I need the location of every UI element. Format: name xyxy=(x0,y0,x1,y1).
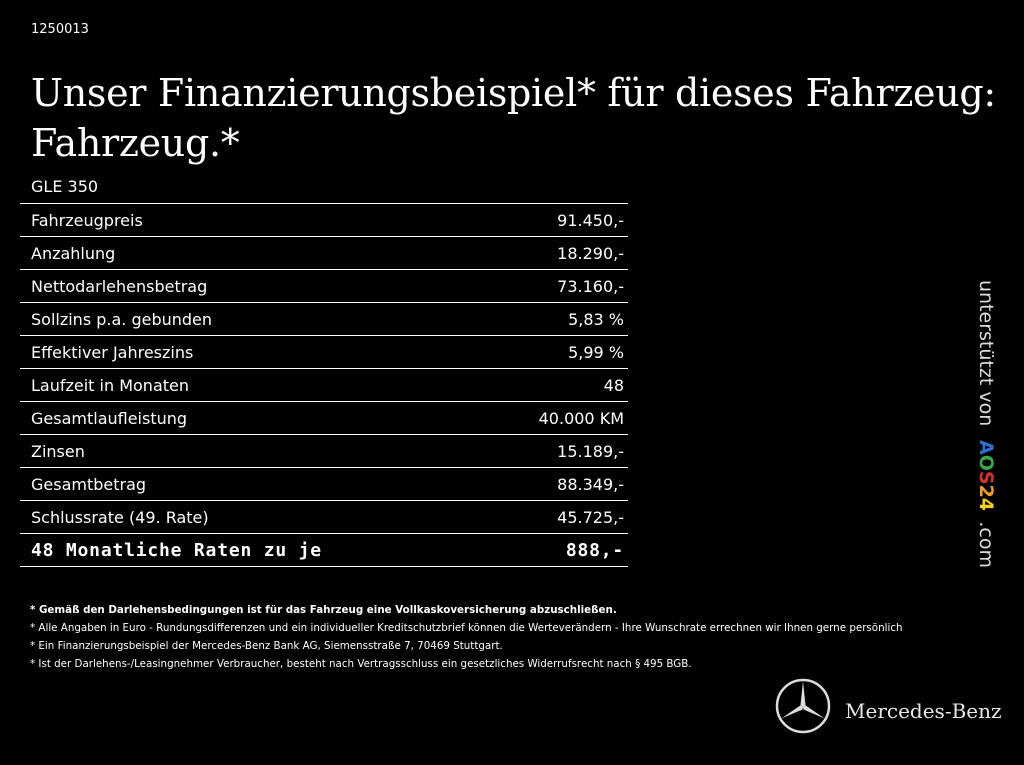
table-row: Nettodarlehensbetrag 73.160,- xyxy=(20,269,628,303)
table-row: Effektiver Jahreszins 5,99 % xyxy=(20,335,628,369)
row-value: 73.160,- xyxy=(477,269,628,303)
row-label: Gesamtlaufleistung xyxy=(20,401,478,435)
title-line-1: Unser Finanzierungsbeispiel* für dieses … xyxy=(31,71,996,115)
title-line-2: Fahrzeug.* xyxy=(31,121,240,165)
row-label: Laufzeit in Monaten xyxy=(20,368,478,402)
mercedes-star-icon xyxy=(775,678,831,734)
aos24-letter: 4 xyxy=(975,498,997,512)
row-value: 88.349,- xyxy=(477,467,628,501)
sponsor-prefix: unterstützt von xyxy=(975,280,997,427)
total-value: 888,- xyxy=(477,533,628,567)
row-value: 5,83 % xyxy=(477,302,628,336)
row-value: 15.189,- xyxy=(477,434,628,468)
row-label: Fahrzeugpreis xyxy=(20,203,478,237)
row-label: Gesamtbetrag xyxy=(20,467,478,501)
aos24-letter: A xyxy=(975,440,997,456)
row-label: Nettodarlehensbetrag xyxy=(20,269,478,303)
offer-id: 1250013 xyxy=(31,22,89,37)
table-row: Gesamtlaufleistung 40.000 KM xyxy=(20,401,628,435)
sponsor-suffix: .com xyxy=(975,521,997,568)
table-row: Anzahlung 18.290,- xyxy=(20,236,628,270)
financing-table: Fahrzeugpreis 91.450,- Anzahlung 18.290,- Ne… xyxy=(20,203,628,567)
row-value: 40.000 KM xyxy=(477,401,628,435)
table-row: Zinsen 15.189,- xyxy=(20,434,628,468)
row-label: Schlussrate (49. Rate) xyxy=(20,500,478,534)
footnote: * Ein Finanzierungsbeispiel der Mercedes… xyxy=(30,640,503,652)
row-label: Anzahlung xyxy=(20,236,478,270)
row-label: Zinsen xyxy=(20,434,478,468)
table-row: Laufzeit in Monaten 48 xyxy=(20,368,628,402)
total-label: 48 Monatliche Raten zu je xyxy=(20,533,478,567)
row-value: 45.725,- xyxy=(477,500,628,534)
footnotes: * Gemäß den Darlehensbedingungen ist für… xyxy=(30,601,903,673)
brand-name: Mercedes-Benz xyxy=(845,699,1002,723)
footnote: * Alle Angaben in Euro - Rundungsdiffere… xyxy=(30,622,903,634)
total-row: 48 Monatliche Raten zu je 888,- xyxy=(20,533,628,567)
aos24-letter: S xyxy=(975,471,997,485)
table-row: Schlussrate (49. Rate) 45.725,- xyxy=(20,500,628,534)
model-name: GLE 350 xyxy=(31,177,99,196)
row-value: 48 xyxy=(477,368,628,402)
row-value: 91.450,- xyxy=(477,203,628,237)
sponsor-label: unterstützt von AOS24 .com xyxy=(975,280,997,568)
table-row: Gesamtbetrag 88.349,- xyxy=(20,467,628,501)
row-value: 18.290,- xyxy=(477,236,628,270)
footnote: * Ist der Darlehens-/Leasingnehmer Verbr… xyxy=(30,658,692,670)
aos24-letter: 2 xyxy=(975,484,997,499)
row-value: 5,99 % xyxy=(477,335,628,369)
page-title: Unser Finanzierungsbeispiel* für dieses … xyxy=(31,68,996,168)
table-row: Fahrzeugpreis 91.450,- xyxy=(20,203,628,237)
row-label: Sollzins p.a. gebunden xyxy=(20,302,478,336)
table-row: Sollzins p.a. gebunden 5,83 % xyxy=(20,302,628,336)
mercedes-benz-logo: Mercedes-Benz xyxy=(775,678,1002,734)
footnote: * Gemäß den Darlehensbedingungen ist für… xyxy=(30,604,617,616)
aos24-letter: O xyxy=(975,455,997,472)
row-label: Effektiver Jahreszins xyxy=(20,335,478,369)
aos24-logo: AOS24 xyxy=(975,440,997,511)
